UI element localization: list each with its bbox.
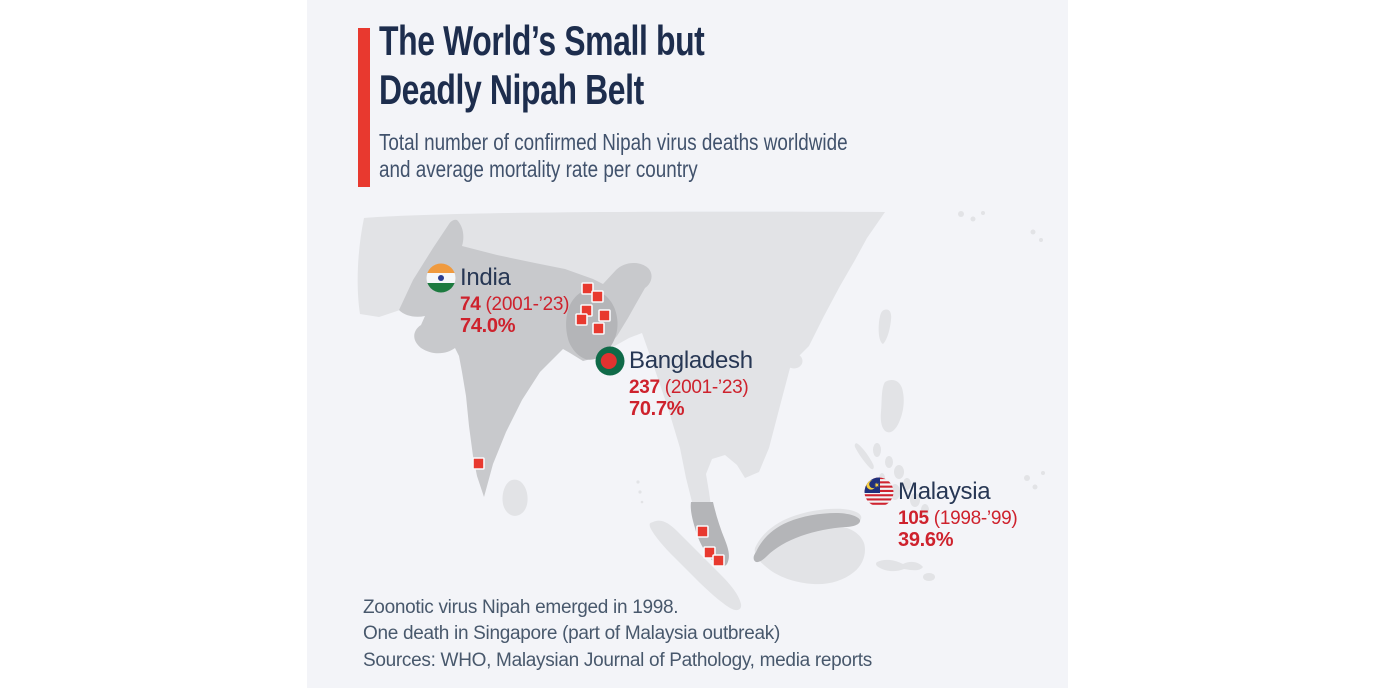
andaman-islands xyxy=(636,480,644,504)
sulawesi-landmass xyxy=(876,559,935,581)
india-flag-icon xyxy=(426,263,456,293)
east-malaysia-landmass xyxy=(753,513,861,563)
india-label: India 74 (2001-’23) 74.0% xyxy=(426,263,569,337)
subtitle-line2: and average mortality rate per country xyxy=(379,156,698,182)
outbreak-marker xyxy=(472,457,485,470)
deaths-line: 105 (1998-’99) xyxy=(898,508,1018,529)
country-name: Malaysia xyxy=(898,478,991,505)
outbreak-marker xyxy=(712,554,725,567)
outbreak-marker xyxy=(598,309,611,322)
country-name: India xyxy=(460,264,511,291)
bangladesh-flag-icon xyxy=(595,346,625,376)
sumatra-landmass xyxy=(649,520,742,611)
outbreak-marker xyxy=(696,525,709,538)
malaysia-flag-icon xyxy=(864,477,894,507)
deaths-line: 74 (2001-’23) xyxy=(460,294,570,315)
outbreak-marker xyxy=(581,282,594,295)
bangladesh-landmass xyxy=(566,289,618,360)
footnote-line1: Zoonotic virus Nipah emerged in 1998. xyxy=(363,597,679,618)
mortality-rate: 39.6% xyxy=(898,529,954,551)
outbreak-marker xyxy=(592,322,605,335)
bangladesh-label: Bangladesh 237 (2001-’23) 70.7% xyxy=(595,346,753,420)
footnote-line2: One death in Singapore (part of Malaysia… xyxy=(363,622,780,644)
title-line1: The World’s Small but xyxy=(379,17,705,64)
title-accent-bar xyxy=(358,28,370,187)
sources-line: Sources: WHO, Malaysian Journal of Patho… xyxy=(363,650,872,671)
page-subtitle: Total number of confirmed Nipah virus de… xyxy=(379,129,848,183)
outbreak-marker xyxy=(575,313,588,326)
asia-map xyxy=(357,211,1045,611)
hainan-landmass xyxy=(785,353,803,369)
taiwan-landmass xyxy=(878,309,892,344)
footnotes: Zoonotic virus Nipah emerged in 1998. On… xyxy=(363,595,872,674)
deaths-line: 237 (2001-’23) xyxy=(629,377,749,398)
mortality-rate: 74.0% xyxy=(460,315,516,337)
malaysia-peninsula-landmass xyxy=(690,502,729,567)
malaysia-label: Malaysia 105 (1998-’99) 39.6% xyxy=(864,477,1018,551)
outbreak-markers xyxy=(472,282,725,567)
title-line2: Deadly Nipah Belt xyxy=(379,66,644,113)
sri-lanka-landmass xyxy=(502,479,528,516)
country-name: Bangladesh xyxy=(629,347,753,374)
subtitle-line1: Total number of confirmed Nipah virus de… xyxy=(379,129,848,155)
page-title: The World’s Small but Deadly Nipah Belt xyxy=(379,16,705,114)
outbreak-marker xyxy=(703,546,716,559)
infographic-panel: The World’s Small but Deadly Nipah Belt … xyxy=(307,0,1068,688)
mortality-rate: 70.7% xyxy=(629,398,685,420)
northeast-island-specks xyxy=(958,211,1043,242)
outbreak-marker xyxy=(591,290,604,303)
